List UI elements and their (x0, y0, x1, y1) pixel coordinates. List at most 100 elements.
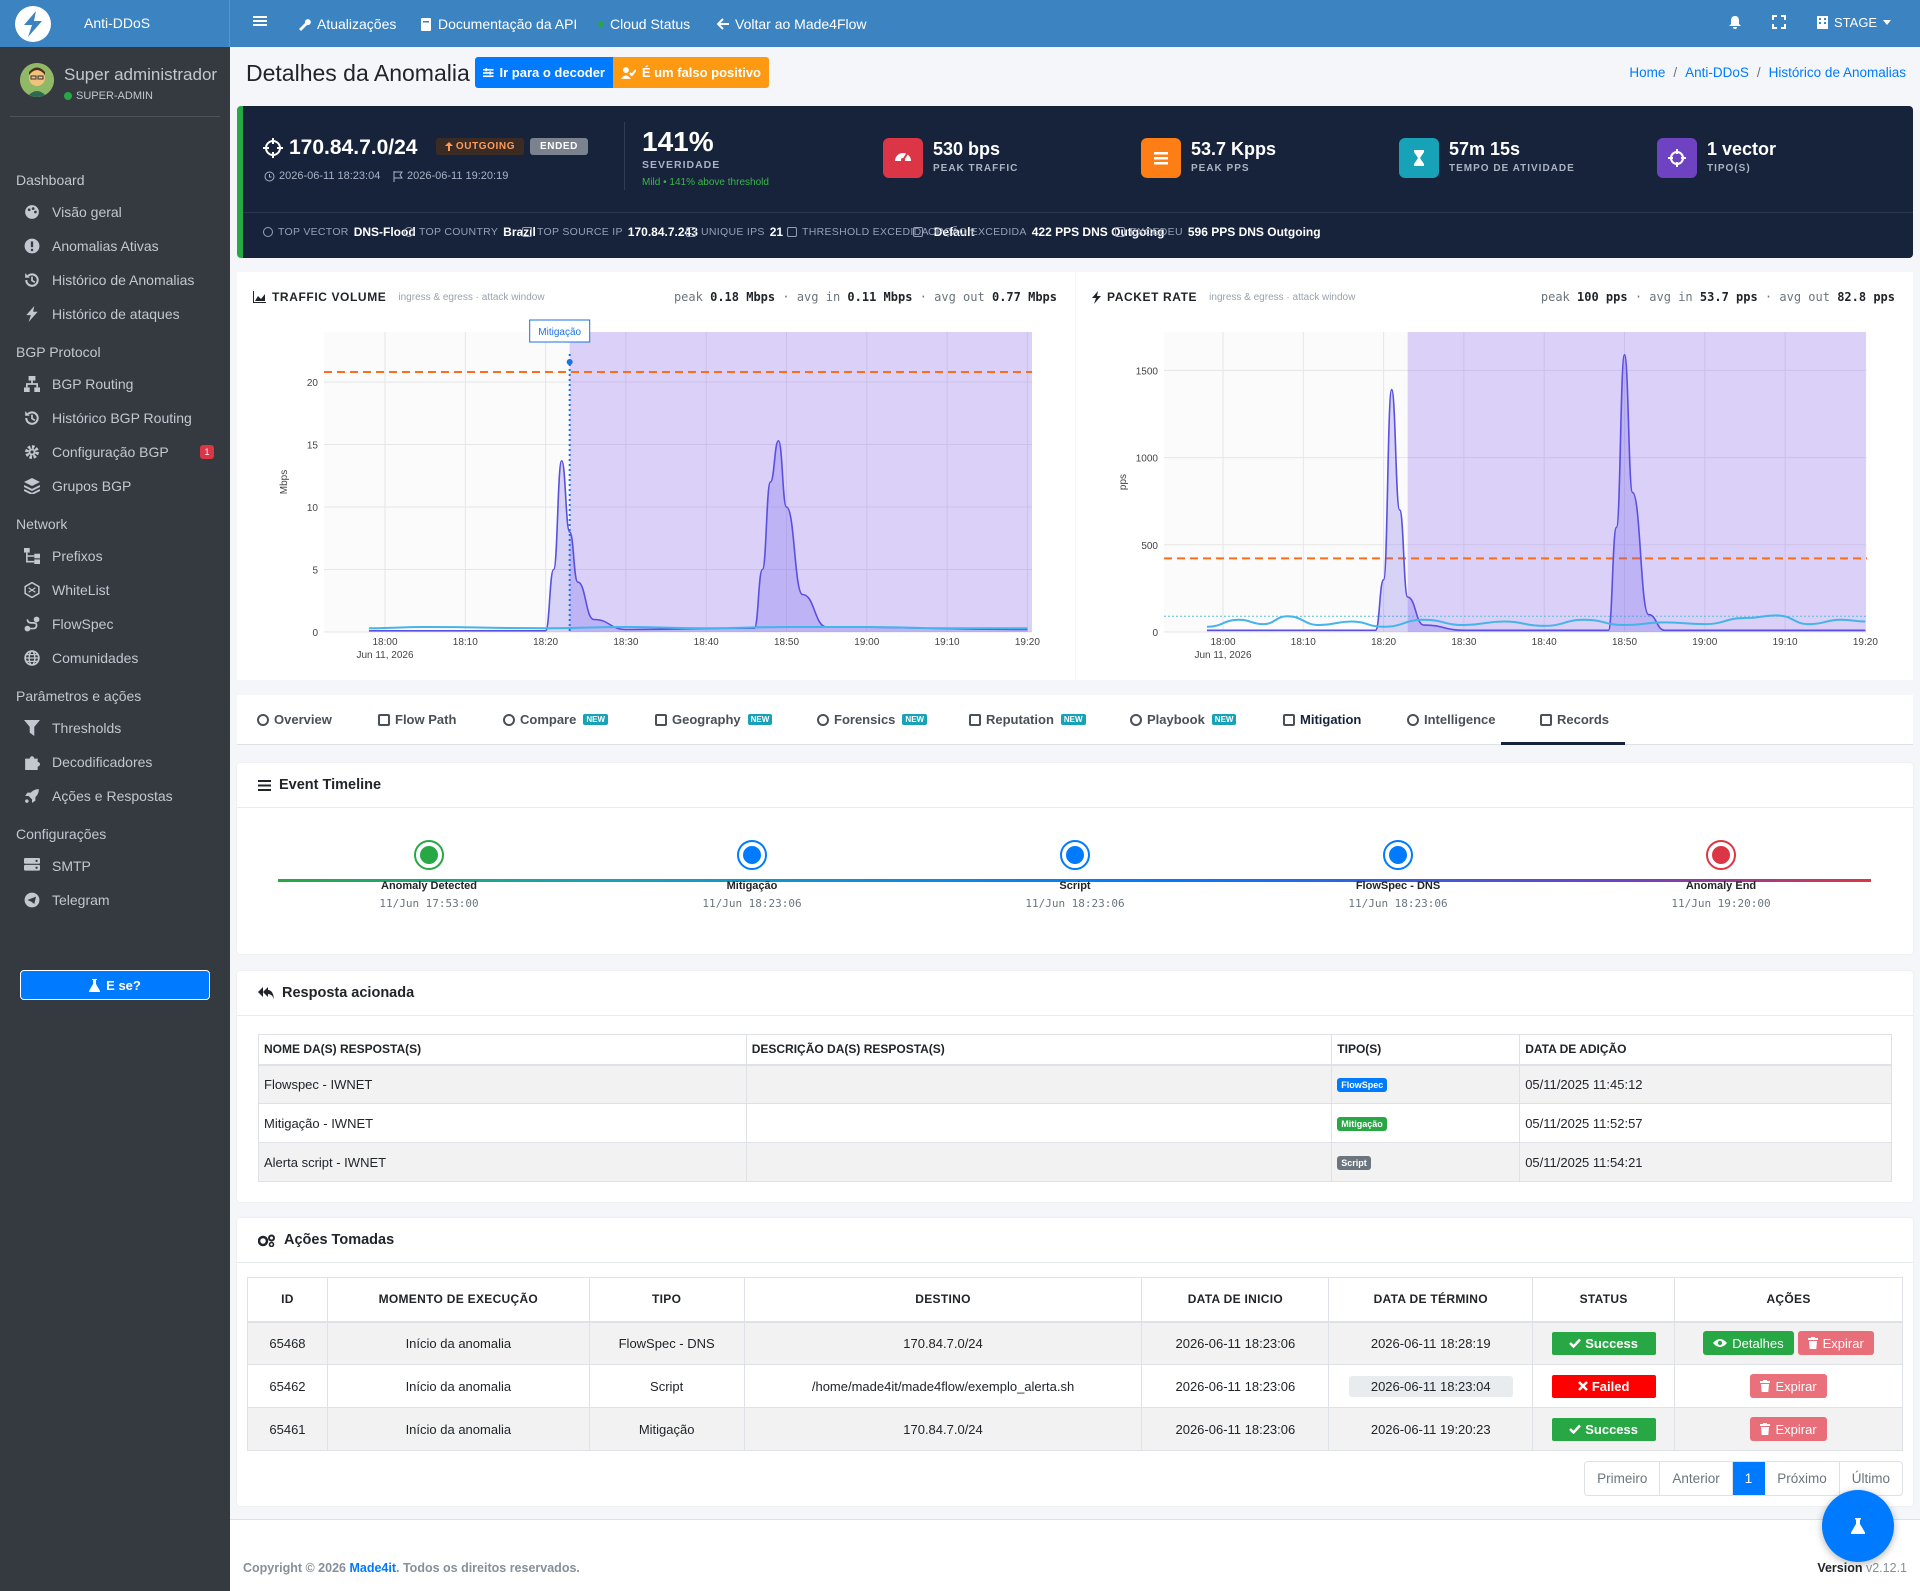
nav-cloud-status[interactable]: Cloud Status (598, 16, 690, 32)
sidebar-item-bgp-routing[interactable]: BGP Routing (24, 370, 224, 398)
column-header: TIPO (588, 1277, 745, 1323)
breadcrumb-anti-ddos[interactable]: Anti-DDoS (1685, 65, 1749, 80)
timeline-event[interactable]: Anomaly End 11/Jun 19:20:00 (1591, 840, 1851, 910)
sidebar-item-a-es-e-respostas[interactable]: Ações e Respostas (24, 782, 224, 810)
fullscreen-icon[interactable] (1772, 15, 1786, 29)
tab-mitigation[interactable]: Mitigation (1283, 712, 1361, 727)
sidebar-item-grupos-bgp[interactable]: Grupos BGP (24, 472, 224, 500)
brand[interactable]: Anti-DDoS (0, 0, 230, 47)
timeline-event[interactable]: Anomaly Detected 11/Jun 17:53:00 (299, 840, 559, 910)
tab-label: Reputation (986, 712, 1054, 727)
series-line[interactable] (1206, 353, 1866, 632)
user-panel[interactable]: Super administrador SUPER-ADMIN (10, 57, 220, 117)
nav-back-made4flow[interactable]: Voltar ao Made4Flow (717, 16, 867, 32)
nav-updates[interactable]: Atualizações (298, 16, 396, 32)
summary-footer-label: OPÇÃO EXCEDIDA (928, 226, 1027, 238)
metric-label: PEAK PPS (1191, 163, 1250, 174)
sidebar-item-label: Visão geral (52, 204, 122, 220)
sidebar-item-whitelist[interactable]: WhiteList (24, 576, 224, 604)
timeline-event[interactable]: Script 11/Jun 18:23:06 (945, 840, 1205, 910)
metric-label: PEAK TRAFFIC (933, 163, 1019, 174)
env-selector[interactable]: STAGE (1817, 15, 1892, 30)
series-line[interactable] (368, 625, 1028, 630)
page-anterior[interactable]: Anterior (1660, 1462, 1733, 1495)
sidebar-item-anomalias-ativas[interactable]: Anomalias Ativas (24, 232, 224, 260)
tab-forensics[interactable]: Forensics NEW (817, 712, 928, 727)
nav-api-docs[interactable]: Documentação da API (420, 16, 577, 32)
ruler-icon (913, 227, 923, 237)
floating-flask-button[interactable] (1822, 1490, 1894, 1562)
sidebar-item-telegram[interactable]: Telegram (24, 886, 224, 914)
sidebar-item-hist-rico-de-anomalias[interactable]: Histórico de Anomalias (24, 266, 224, 294)
action-moment: Início da anomalia (326, 1321, 590, 1365)
tab-records[interactable]: Records (1540, 712, 1609, 727)
sidebar-item-smtp[interactable]: SMTP (24, 852, 224, 880)
status-label: Success (1585, 1335, 1638, 1351)
timeline-event-time: 11/Jun 19:20:00 (1671, 897, 1771, 910)
sidebar-item-hist-rico-bgp-routing[interactable]: Histórico BGP Routing (24, 404, 224, 432)
traffic-volume-chart[interactable]: 0 5 10 15 20 18:00 18:10 18:20 18:30 18:40 18:50 19… (237, 272, 1075, 680)
mail-server-icon (24, 858, 40, 871)
breadcrumb-home[interactable]: Home (1629, 65, 1666, 80)
page--ltimo[interactable]: Último (1851, 1471, 1890, 1486)
details-button[interactable]: Detalhes (1703, 1331, 1794, 1356)
tab-flow-path[interactable]: Flow Path (378, 712, 456, 727)
timeline-event[interactable]: Mitigação 11/Jun 18:23:06 (622, 840, 882, 910)
trash-icon (1760, 1423, 1771, 1435)
sidebar-item-prefixos[interactable]: Prefixos (24, 542, 224, 570)
timeline-event-label: Anomaly Detected (381, 880, 477, 892)
tab-playbook[interactable]: Playbook NEW (1130, 712, 1237, 727)
nav-updates-label: Atualizações (317, 16, 397, 32)
sidebar-item-flowspec[interactable]: FlowSpec (24, 610, 224, 638)
decoder-button[interactable]: Ir para o decoder (475, 57, 613, 88)
server-icon (686, 227, 696, 237)
telegram-icon (24, 892, 40, 908)
chart-icon (1115, 227, 1125, 237)
page-1[interactable]: 1 (1732, 1462, 1766, 1495)
event-timeline-card: Event Timeline Anomaly Detected 11/Jun 17… (237, 763, 1913, 954)
tab-geography[interactable]: Geography NEW (655, 712, 773, 727)
expire-button[interactable]: Expirar (1750, 1417, 1827, 1441)
sidebar-item-comunidades[interactable]: Comunidades (24, 644, 224, 672)
page-pr-ximo[interactable]: Próximo (1765, 1462, 1840, 1495)
page-primeiro[interactable]: Primeiro (1585, 1462, 1661, 1495)
stat-peak-label: peak (673, 290, 703, 304)
tab-compare[interactable]: Compare NEW (503, 712, 609, 727)
action-status-cell: Success (1532, 1407, 1676, 1451)
book-icon (421, 17, 431, 31)
series-line[interactable] (1206, 614, 1866, 628)
palette-icon (25, 205, 39, 219)
tab-overview[interactable]: Overview (257, 712, 332, 727)
puzzle-icon (25, 756, 40, 770)
sidebar-section-title: Network (16, 516, 68, 532)
timeline-event[interactable]: FlowSpec - DNS 11/Jun 18:23:06 (1268, 840, 1528, 910)
sidebar-toggle-icon[interactable] (253, 14, 267, 28)
packet-rate-chart[interactable]: 0 500 1000 1500 18:00 18:10 18:20 18:30 18:40 18:… (1076, 272, 1913, 680)
x-tick-label: 18:30 (613, 637, 638, 648)
x-tick-sublabel: Jun 11, 2026 (356, 650, 414, 661)
sidebar-item-configura-o-bgp[interactable]: Configuração BGP 1 (24, 438, 224, 466)
anomaly-prefix: 170.84.7.0/24 (263, 136, 417, 160)
x-tick-label: 19:00 (854, 637, 879, 648)
event-timeline-header: Event Timeline (258, 777, 381, 793)
expire-button[interactable]: Expirar (1750, 1374, 1827, 1398)
tab-intelligence[interactable]: Intelligence (1407, 712, 1496, 727)
divider (237, 1262, 1913, 1263)
sidebar-item-thresholds[interactable]: Thresholds (24, 714, 224, 742)
sidebar-item-vis-o-geral[interactable]: Visão geral (24, 198, 224, 226)
new-badge: NEW (1060, 714, 1086, 725)
action-status-cell: Success (1532, 1321, 1676, 1365)
layers-icon (24, 478, 40, 494)
breadcrumb-history[interactable]: Histórico de Anomalias (1768, 65, 1906, 80)
what-if-button[interactable]: E se? (20, 970, 210, 1000)
traffic-volume-title-text: TRAFFIC VOLUME (272, 290, 387, 304)
sidebar-item-decodificadores[interactable]: Decodificadores (24, 748, 224, 776)
tab-reputation[interactable]: Reputation NEW (969, 712, 1086, 727)
caret-down-icon (1883, 20, 1892, 25)
false-positive-button[interactable]: É um falso positivo (613, 57, 769, 88)
expire-button[interactable]: Expirar (1797, 1331, 1874, 1356)
list-icon (258, 779, 271, 791)
bell-icon[interactable] (1728, 15, 1742, 30)
company-link[interactable]: Made4it (349, 1561, 397, 1575)
sidebar-item-hist-rico-de-ataques[interactable]: Histórico de ataques (24, 300, 224, 328)
